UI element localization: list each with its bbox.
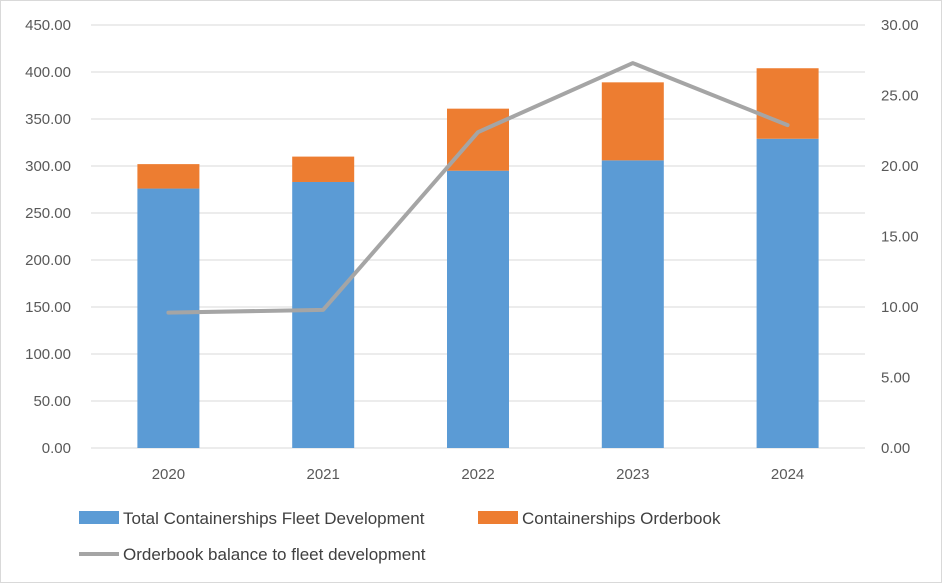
- bar-fleet: [447, 171, 509, 448]
- x-tick-label: 2024: [771, 466, 804, 483]
- legend-label-fleet: Total Containerships Fleet Development: [123, 509, 425, 528]
- bar-orderbook: [137, 164, 199, 188]
- y-left-tick-label: 400.00: [25, 64, 71, 81]
- y-right-tick-label: 25.00: [881, 88, 919, 105]
- legend: Total Containerships Fleet Development C…: [79, 509, 721, 564]
- x-tick-label: 2022: [461, 466, 494, 483]
- y-right-tick-label: 15.00: [881, 229, 919, 246]
- y-left-tick-label: 350.00: [25, 111, 71, 128]
- bar-fleet: [137, 189, 199, 448]
- y-left-tick-label: 450.00: [25, 17, 71, 34]
- y-right-tick-label: 0.00: [881, 440, 910, 457]
- y-right-tick-label: 10.00: [881, 299, 919, 316]
- bar-fleet: [292, 182, 354, 448]
- x-tick-label: 2023: [616, 466, 649, 483]
- y-right-tick-label: 5.00: [881, 370, 910, 387]
- legend-label-orderbook: Containerships Orderbook: [522, 509, 721, 528]
- y-left-tick-label: 250.00: [25, 205, 71, 222]
- y-axis-left: 0.00 50.00 100.00 150.00 200.00 250.00 300.00 3…: [25, 17, 71, 457]
- y-right-tick-label: 20.00: [881, 158, 919, 175]
- x-tick-label: 2020: [152, 466, 185, 483]
- bar-orderbook: [292, 157, 354, 182]
- bar-orderbook: [602, 82, 664, 160]
- bars: [137, 68, 818, 448]
- y-left-tick-label: 150.00: [25, 299, 71, 316]
- y-left-tick-label: 100.00: [25, 346, 71, 363]
- y-left-tick-label: 0.00: [42, 440, 71, 457]
- bar-fleet: [757, 139, 819, 448]
- y-left-tick-label: 50.00: [33, 393, 71, 410]
- legend-swatch-fleet: [79, 511, 119, 524]
- bar-orderbook: [757, 68, 819, 138]
- bar-orderbook: [447, 109, 509, 171]
- y-axis-right: 0.00 5.00 10.00 15.00 20.00 25.00 30.00: [881, 17, 919, 457]
- bar-fleet: [602, 160, 664, 448]
- legend-swatch-orderbook: [478, 511, 518, 524]
- y-left-tick-label: 300.00: [25, 158, 71, 175]
- y-left-tick-label: 200.00: [25, 252, 71, 269]
- x-tick-label: 2021: [307, 466, 340, 483]
- y-right-tick-label: 30.00: [881, 17, 919, 34]
- legend-label-balance: Orderbook balance to fleet development: [123, 545, 426, 564]
- x-axis: 2020 2021 2022 2023 2024: [152, 466, 805, 483]
